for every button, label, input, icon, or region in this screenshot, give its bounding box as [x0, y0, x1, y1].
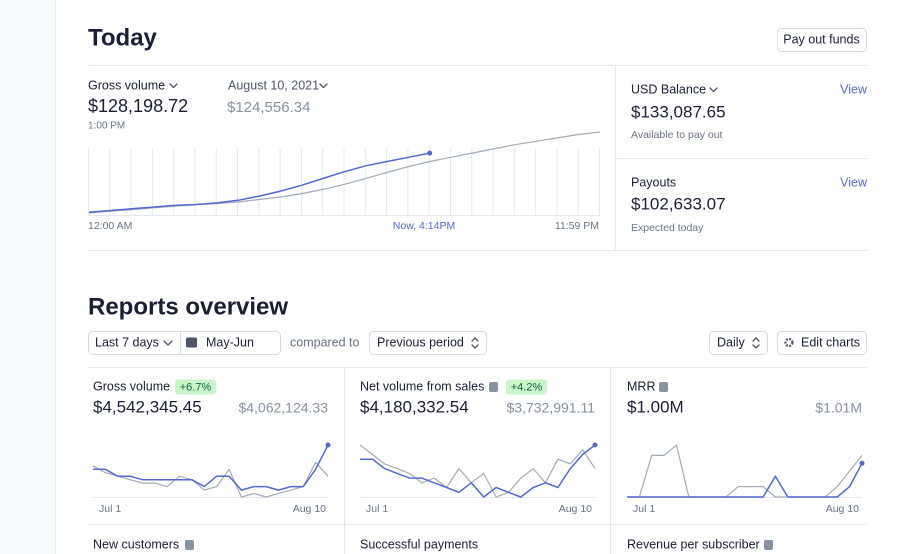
compare-date-selector[interactable]: August 10, 2021: [228, 78, 319, 92]
current-point: [859, 460, 865, 466]
edit-charts-button[interactable]: Edit charts: [777, 331, 867, 355]
range-picker[interactable]: Last 7 days May-Jun: [88, 331, 281, 355]
interval-label[interactable]: Daily: [717, 335, 746, 349]
button-frame[interactable]: [777, 28, 867, 52]
badge: [175, 379, 216, 395]
metric-time: 1:00 PM: [88, 121, 125, 132]
balance-note: Available to pay out: [631, 129, 723, 141]
info-icon[interactable]: [185, 540, 194, 550]
period-label[interactable]: Previous period: [377, 335, 464, 349]
chevron: [169, 83, 178, 89]
current-point: [427, 150, 433, 156]
series-line: [88, 131, 601, 214]
balance-value: $133,087.65: [631, 102, 726, 121]
updown-icon: [471, 337, 479, 349]
series-line: [360, 444, 596, 498]
range-label[interactable]: Last 7 days: [95, 335, 159, 349]
interval-picker[interactable]: Daily: [709, 331, 768, 355]
x-label: Aug 10: [559, 503, 592, 515]
gear-icon: [784, 337, 794, 348]
payout-button[interactable]: Pay out funds: [777, 28, 867, 52]
x-label: Aug 10: [826, 503, 859, 515]
view-link[interactable]: View: [840, 82, 868, 96]
payouts-label: Payouts: [631, 175, 676, 189]
card-title: Successful payments: [360, 537, 478, 551]
card-title: Net volume from sales: [360, 379, 484, 393]
card-title: MRR: [627, 379, 655, 393]
card-value: $4,180,332.54: [360, 397, 469, 416]
card-title: New customers: [93, 537, 179, 551]
series-line: [92, 461, 329, 498]
card-value: $4,542,345.45: [93, 397, 202, 416]
series-line: [88, 152, 430, 213]
badge-text: +4.2%: [511, 381, 543, 393]
button-label[interactable]: Edit charts: [801, 335, 860, 349]
info-icon[interactable]: [489, 382, 498, 392]
chart-grid: [88, 148, 600, 215]
series-line: [359, 444, 596, 498]
series-line: [627, 444, 863, 498]
picker-frame[interactable]: [88, 331, 281, 355]
card-title: Revenue per subscriber: [627, 537, 760, 551]
dates-label[interactable]: May-Jun: [206, 335, 254, 349]
info-icon[interactable]: [764, 540, 773, 550]
x-label: Aug 10: [293, 503, 326, 515]
info-icon[interactable]: [659, 382, 668, 392]
x-label: Jul 1: [633, 503, 655, 515]
x-label: Jul 1: [99, 503, 121, 515]
chevron: [709, 87, 718, 93]
badge-text: +6.7%: [180, 381, 212, 393]
series-line: [627, 462, 863, 498]
calendar-icon: [186, 337, 197, 348]
card-title: Gross volume: [93, 379, 170, 393]
chevron: [163, 340, 173, 346]
view-link[interactable]: View: [840, 175, 868, 189]
x-label: 11:59 PM: [555, 220, 599, 232]
page-title: Today: [88, 24, 158, 51]
balance-label[interactable]: USD Balance: [631, 82, 706, 96]
payouts-note: Expected today: [631, 222, 704, 234]
button-label[interactable]: Pay out funds: [783, 32, 859, 46]
sidebar: [0, 0, 55, 554]
x-label: 12:00 AM: [88, 220, 132, 232]
card-value: $1.00M: [627, 397, 684, 416]
card-compare: $3,732,991.11: [507, 400, 596, 416]
updown-icon: [752, 337, 760, 349]
metric-selector[interactable]: Gross volume: [88, 78, 165, 92]
series-line: [93, 444, 329, 491]
card-compare: $1.01M: [815, 400, 862, 416]
chevron: [319, 83, 328, 89]
compared-to: compared to: [290, 335, 360, 349]
section-title: Reports overview: [88, 293, 288, 320]
current-point: [325, 442, 331, 448]
current-point: [592, 442, 598, 448]
badge: [506, 379, 547, 395]
card-compare: $4,062,124.33: [238, 400, 328, 416]
metric-value: $128,198.72: [88, 96, 188, 116]
payouts-value: $102,633.07: [631, 194, 726, 213]
period-picker[interactable]: Previous period: [369, 331, 487, 355]
button-frame[interactable]: [777, 331, 867, 355]
x-label: Jul 1: [366, 503, 388, 515]
picker-frame[interactable]: [709, 331, 768, 355]
picker-frame[interactable]: [369, 331, 487, 355]
x-label: Now, 4:14PM: [393, 220, 455, 232]
compare-value: $124,556.34: [227, 99, 310, 116]
